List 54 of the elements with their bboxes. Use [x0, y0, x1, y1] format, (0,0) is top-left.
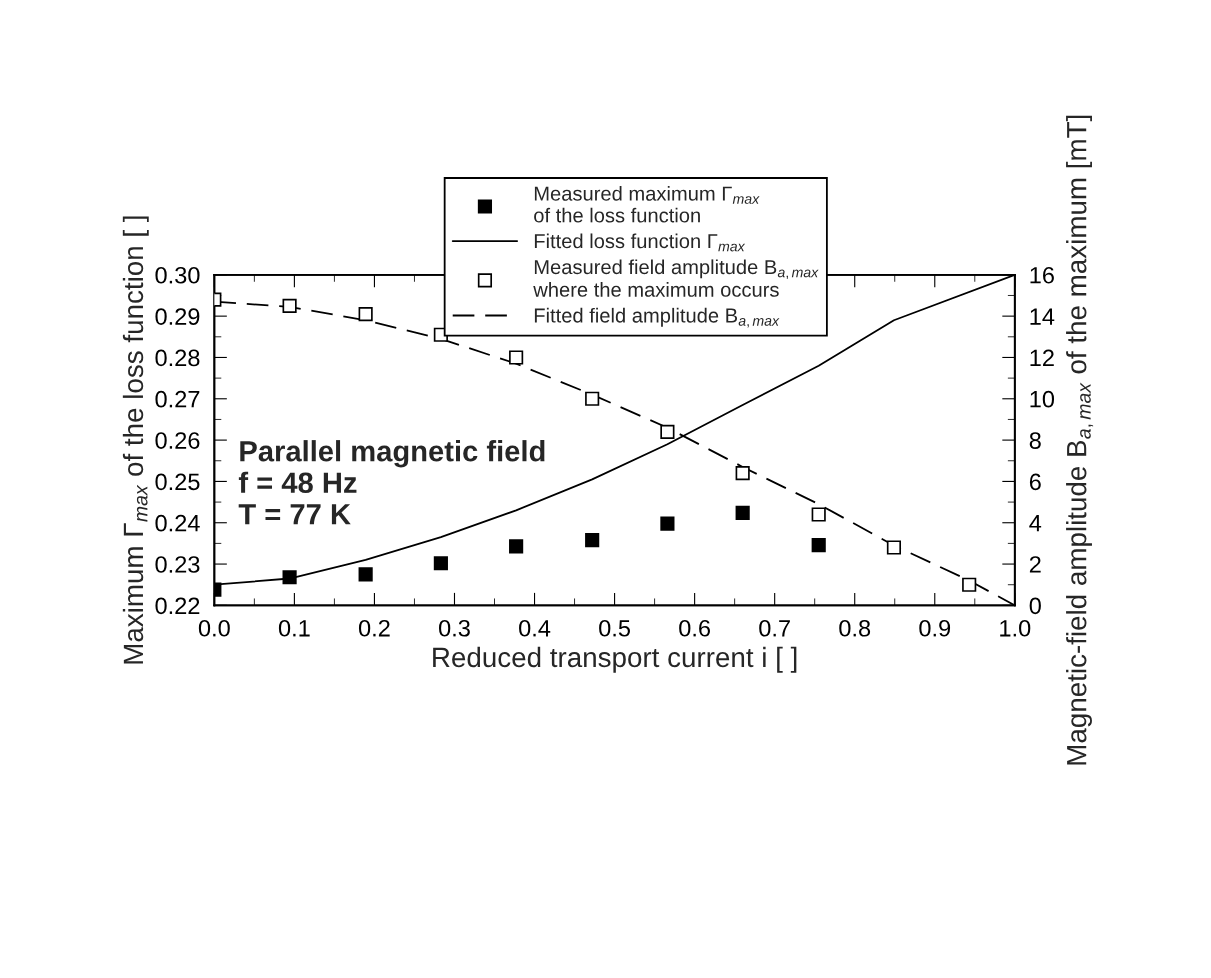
legend-label: Measured field amplitude B$_{a,max}$ where the maximum occurs: [533, 259, 819, 297]
x-tick-label: 0.5: [599, 619, 631, 637]
y-tick-label: 0.24: [155, 514, 200, 532]
point: [358, 567, 373, 582]
y-tick-label: 0.26: [155, 432, 200, 449]
text: Measured maximum Γ$_{max}$ of the loss function: [534, 185, 760, 223]
point: [282, 570, 297, 585]
y-tick-label: 0.28: [155, 349, 200, 367]
x-tick-label: 1.0: [1000, 619, 1031, 637]
point: [735, 505, 750, 520]
point: [735, 466, 750, 481]
x-axis-title: Reduced transport current i [ ]: [433, 646, 797, 673]
point: [585, 533, 600, 548]
point: [886, 540, 902, 555]
point: [811, 537, 826, 553]
y2-tick-label: 16: [1030, 266, 1054, 284]
x-tick-label: 0.1: [278, 619, 310, 637]
y-tick-label: 0.27: [155, 390, 200, 408]
y2-tick-label: 10: [1030, 390, 1055, 408]
legend-label: Fitted loss function Γ$_{max}$: [534, 233, 746, 252]
x-tick-label: 0.0: [198, 619, 230, 637]
x-tick-label: 0.2: [358, 619, 390, 637]
y-tick-label: 0.23: [155, 556, 200, 573]
y2-tick-label: 2: [1029, 556, 1041, 573]
point: [811, 507, 826, 522]
y2-tick-label: 4: [1029, 515, 1042, 532]
y2-tick-label: 8: [1029, 432, 1041, 449]
x-tick-label: 0.4: [519, 619, 551, 637]
y2-tick-label: 14: [1030, 308, 1055, 325]
y-tick-label: 0.29: [155, 308, 200, 325]
annotation: Parallel magnetic field f = 48 Hz T = 77 K: [238, 440, 545, 525]
y2-axis-title: Magnetic-field amplitude B$_{a,max}$ of the maximum [mT]: [1066, 115, 1094, 765]
point: [585, 391, 600, 406]
y-tick-label: 0.25: [155, 473, 200, 491]
point: [433, 556, 448, 571]
point: [962, 577, 977, 592]
point: [509, 539, 524, 554]
point: [282, 298, 297, 313]
y-axis-title: Maximum Γ$_{max}$ of the loss function [ ]: [122, 216, 149, 664]
x-tick-label: 0.3: [439, 619, 470, 637]
y-tick-label: 0.30: [155, 266, 200, 284]
point: [660, 516, 675, 531]
point: [509, 350, 524, 365]
legend-label: Fitted field amplitude B$_{a,max}$: [534, 307, 780, 328]
y2-tick-label: 0: [1029, 597, 1041, 615]
point: [358, 306, 373, 322]
y-tick-label: 0.22: [155, 597, 200, 615]
x-tick-label: 0.8: [839, 619, 871, 637]
x-tick-label: 0.9: [919, 619, 951, 637]
x-tick-label: 0.6: [679, 619, 710, 637]
point: [660, 424, 675, 439]
y2-tick-label: 12: [1030, 349, 1054, 367]
y2-tick-label: 6: [1029, 473, 1041, 491]
x-tick-label: 0.7: [759, 619, 790, 637]
